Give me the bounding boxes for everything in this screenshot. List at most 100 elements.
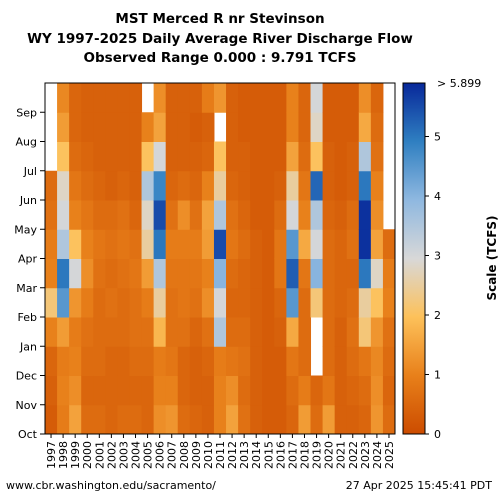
- heatmap-cell: [213, 375, 227, 406]
- heatmap-cell: [69, 287, 82, 318]
- heatmap-cell: [298, 258, 312, 289]
- heatmap-cell: [274, 404, 287, 435]
- heatmap-cell: [117, 258, 130, 289]
- heatmap-cell: [298, 404, 312, 435]
- heatmap-cell: [250, 229, 263, 259]
- heatmap-cell: [298, 287, 312, 318]
- heatmap-cell: [201, 200, 215, 230]
- heatmap-cell: [57, 200, 70, 230]
- heatmap-cell: [177, 83, 191, 113]
- heatmap-cell: [358, 229, 372, 259]
- heatmap-cell: [346, 170, 360, 201]
- heatmap-cell: [322, 346, 336, 376]
- heatmap-cell: [370, 229, 384, 259]
- heatmap-cell: [201, 404, 215, 435]
- heatmap-cell: [141, 258, 155, 289]
- heatmap-cell: [346, 346, 360, 376]
- heatmap-cell: [322, 258, 336, 289]
- heatmap-cell: [93, 83, 106, 113]
- heatmap-cell: [310, 83, 324, 113]
- heatmap-cell: [81, 83, 94, 113]
- heatmap-cell: [226, 112, 239, 142]
- heatmap-cell: [238, 112, 251, 142]
- heatmap-cell: [201, 346, 215, 376]
- y-tick-label: Apr: [18, 253, 38, 266]
- heatmap-cell: [322, 83, 336, 113]
- heatmap-cell: [334, 141, 348, 172]
- heatmap-cell: [81, 229, 94, 259]
- heatmap-cell: [105, 404, 118, 435]
- heatmap-cell: [370, 258, 384, 289]
- heatmap-cell: [69, 258, 82, 289]
- heatmap-cell: [358, 141, 372, 172]
- heatmap-cell: [238, 346, 251, 376]
- heatmap-cell: [250, 404, 263, 435]
- colorbar-tick-label: 2: [434, 309, 441, 322]
- heatmap-cell: [310, 170, 324, 201]
- heatmap-cell: [153, 170, 167, 201]
- heatmap-cell: [81, 317, 94, 347]
- heatmap-cell: [213, 170, 227, 201]
- heatmap-cell: [286, 404, 299, 435]
- colorbar-tick-label: 1: [434, 368, 441, 381]
- heatmap-cell: [201, 83, 215, 113]
- heatmap-cell: [189, 346, 203, 376]
- x-tick-label: 1998: [57, 441, 70, 469]
- heatmap-cell: [213, 83, 227, 113]
- heatmap-cell: [117, 83, 130, 113]
- heatmap-cell: [274, 83, 287, 113]
- heatmap-cell: [382, 317, 396, 347]
- heatmap-cell: [201, 170, 215, 201]
- heatmap-cell: [117, 229, 130, 259]
- y-tick-label: Nov: [16, 399, 38, 412]
- heatmap-cell: [45, 404, 58, 435]
- colorbar-tick-label: 5: [434, 130, 441, 143]
- heatmap-cell: [274, 170, 287, 201]
- x-tick-label: 2024: [371, 441, 384, 469]
- y-tick-label: Sep: [16, 106, 37, 119]
- heatmap-cell: [45, 258, 58, 289]
- x-tick-label: 2016: [274, 441, 287, 469]
- heatmap-cell: [262, 346, 275, 376]
- heatmap-cell: [105, 317, 118, 347]
- heatmap-cell: [310, 404, 324, 435]
- x-tick-label: 1997: [45, 441, 58, 469]
- heatmap-cell: [346, 287, 360, 318]
- heatmap-cell: [322, 287, 336, 318]
- heatmap-cell: [262, 200, 275, 230]
- colorbar: [402, 82, 426, 435]
- heatmap-cell: [45, 229, 58, 259]
- heatmap-cell: [189, 404, 203, 435]
- heatmap-cell: [298, 346, 312, 376]
- chart-title: MST Merced R nr Stevinson: [115, 11, 325, 27]
- heatmap-cell: [274, 141, 287, 172]
- heatmap-cell: [358, 258, 372, 289]
- heatmap-cell: [129, 258, 143, 289]
- heatmap-cell: [226, 170, 239, 201]
- heatmap-cell: [226, 287, 239, 318]
- heatmap-cell: [141, 404, 155, 435]
- heatmap-cell: [262, 317, 275, 347]
- heatmap-cell: [141, 229, 155, 259]
- heatmap-cell: [370, 404, 384, 435]
- heatmap-cell: [57, 346, 70, 376]
- heatmap-cell: [238, 404, 251, 435]
- heatmap-cell: [201, 375, 215, 406]
- heatmap-cell: [117, 346, 130, 376]
- heatmap-cell: [262, 258, 275, 289]
- heatmap-cell: [310, 141, 324, 172]
- heatmap-cell: [105, 83, 118, 113]
- heatmap-cell: [69, 170, 82, 201]
- heatmap-cell: [81, 141, 94, 172]
- heatmap-cell: [165, 404, 179, 435]
- heatmap-cell: [250, 170, 263, 201]
- heatmap-cell: [346, 375, 360, 406]
- heatmap-cell: [81, 200, 94, 230]
- heatmap-cell: [153, 112, 167, 142]
- heatmap-cell: [129, 170, 143, 201]
- heatmap-cell: [298, 200, 312, 230]
- heatmap-cell: [274, 375, 287, 406]
- heatmap-cell: [129, 346, 143, 376]
- colorbar-top-label: > 5.899: [437, 77, 481, 90]
- heatmap-cell: [286, 141, 299, 172]
